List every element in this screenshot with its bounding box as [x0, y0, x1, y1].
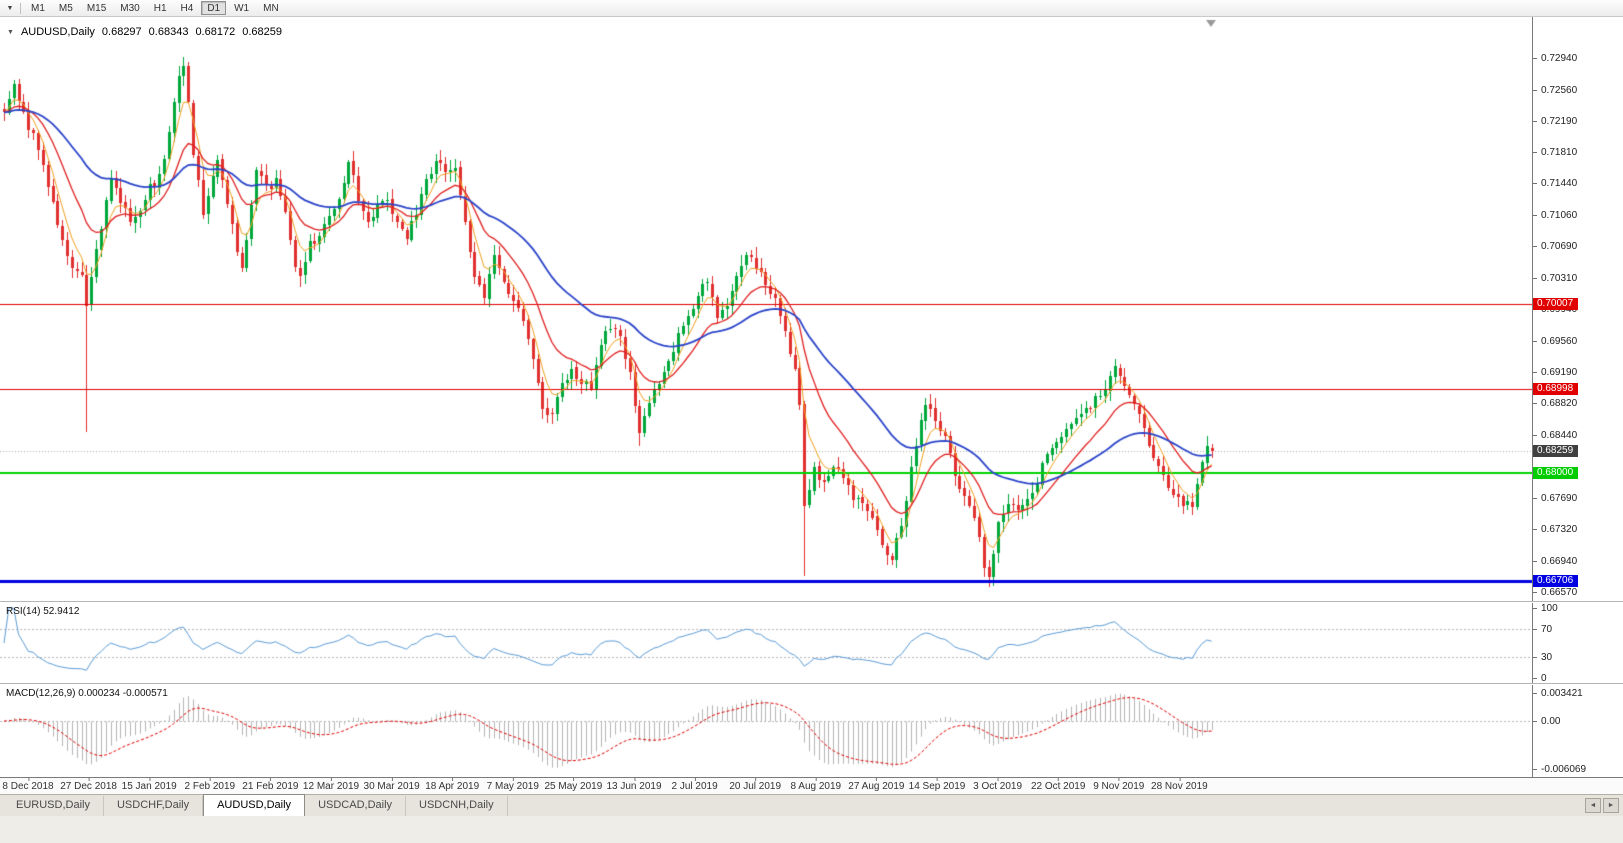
chart-high-value: 0.68343 [148, 26, 189, 38]
timeframe-button-m15[interactable]: M15 [86, 3, 107, 14]
rsi-scale-label: 30 [1532, 652, 1552, 663]
macd-scale-label: -0.006069 [1532, 764, 1586, 775]
price-tick-label: 0.72190 [1532, 116, 1577, 127]
date-label: 3 Oct 2019 [973, 778, 1023, 792]
pane-splitter[interactable] [0, 683, 1623, 685]
price-line-label: 0.70007 [1533, 298, 1579, 311]
main-chart-canvas[interactable] [0, 17, 1532, 601]
timeframe-button-m1[interactable]: M1 [31, 3, 45, 14]
price-line-label: 0.66706 [1533, 575, 1579, 588]
quote-panel-expand-icon[interactable]: ▼ [7, 28, 14, 36]
price-tick-label: 0.72560 [1532, 85, 1577, 96]
price-tick-label: 0.70690 [1532, 241, 1577, 252]
price-tick-label: 0.72940 [1532, 53, 1577, 64]
date-label: 21 Feb 2019 [242, 778, 299, 792]
rsi-scale-label: 100 [1533, 603, 1558, 614]
rsi-scale-label: 70 [1532, 624, 1552, 635]
macd-canvas[interactable] [0, 685, 1532, 777]
chart-open-value: 0.68297 [101, 26, 142, 38]
timeframe-toolbar: ▼ M1 M5 M15 M30 H1 H4 D1 W1 MN [0, 0, 1623, 17]
price-tick-label: 0.66570 [1532, 587, 1577, 598]
timeframe-button-w1[interactable]: W1 [234, 3, 250, 14]
tab-usdcad[interactable]: USDCAD,Daily [305, 796, 407, 816]
chart-low-value: 0.68172 [195, 26, 236, 38]
price-tick-label: 0.71810 [1532, 147, 1577, 158]
date-label: 2 Jul 2019 [671, 778, 718, 792]
rsi-indicator-label: RSI(14) 52.9412 [6, 606, 80, 617]
date-label: 8 Dec 2018 [2, 778, 54, 792]
tab-usdchf[interactable]: USDCHF,Daily [104, 796, 204, 816]
price-line-label: 0.68998 [1533, 382, 1579, 395]
tab-scroll-left-button[interactable]: ◄ [1585, 798, 1601, 813]
date-label: 13 Jun 2019 [606, 778, 662, 792]
pane-splitter[interactable] [0, 601, 1623, 603]
price-tick-label: 0.71060 [1532, 210, 1577, 221]
price-tick-label: 0.69190 [1532, 367, 1577, 378]
toolbar-separator [20, 2, 21, 14]
date-label: 28 Nov 2019 [1151, 778, 1208, 792]
price-tick-label: 0.67690 [1532, 493, 1577, 504]
charts-dropdown-button[interactable]: ▼ [6, 4, 14, 12]
timeframe-button-h4[interactable]: H4 [180, 3, 194, 14]
tab-eurusd[interactable]: EURUSD,Daily [3, 796, 104, 816]
price-tick-label: 0.70310 [1532, 273, 1577, 284]
rsi-scale-label: 0 [1533, 673, 1547, 684]
price-line-label: 0.68259 [1533, 444, 1579, 457]
chart-symbol-label: AUDUSD,Daily [20, 26, 95, 38]
price-scale[interactable]: 0.72940 0.72560 0.72190 0.71810 0.71440 0.710… [1532, 17, 1623, 777]
date-label: 9 Nov 2019 [1093, 778, 1145, 792]
timeframe-button-h1[interactable]: H1 [153, 3, 167, 14]
date-label: 27 Aug 2019 [848, 778, 905, 792]
date-label: 2 Feb 2019 [184, 778, 236, 792]
price-tick-label: 0.71440 [1532, 178, 1577, 189]
chart-title: ▼ AUDUSD,Daily 0.68297 0.68343 0.68172 0… [7, 26, 282, 38]
price-tick-label: 0.68440 [1532, 430, 1577, 441]
price-line-label: 0.68000 [1533, 466, 1579, 479]
date-label: 14 Sep 2019 [908, 778, 966, 792]
price-tick-label: 0.67320 [1532, 524, 1577, 535]
date-label: 27 Dec 2018 [60, 778, 117, 792]
timeframe-button-mn[interactable]: MN [263, 3, 279, 14]
rsi-canvas[interactable] [0, 603, 1532, 683]
date-label: 25 May 2019 [544, 778, 603, 792]
date-label: 22 Oct 2019 [1030, 778, 1086, 792]
date-label: 15 Jan 2019 [121, 778, 177, 792]
date-label: 20 Jul 2019 [729, 778, 782, 792]
tab-scroll-right-button[interactable]: ► [1603, 798, 1619, 813]
symbol-tabbar: EURUSD,Daily USDCHF,Daily AUDUSD,Daily USDC… [0, 794, 1623, 816]
chart-close-value: 0.68259 [242, 26, 282, 38]
date-label: 18 Apr 2019 [425, 778, 480, 792]
timeframe-button-m30[interactable]: M30 [120, 3, 140, 14]
macd-scale-label: 0.003421 [1533, 688, 1583, 699]
timeframe-button-d1[interactable]: D1 [201, 1, 227, 15]
window-bottom-edge [0, 816, 1623, 843]
price-tick-label: 0.68820 [1532, 398, 1577, 409]
price-tick-label: 0.69560 [1532, 336, 1577, 347]
date-label: 7 May 2019 [486, 778, 539, 792]
price-tick-label: 0.66940 [1532, 556, 1577, 567]
tab-scroll-buttons: ◄ ► [1585, 798, 1619, 813]
time-axis[interactable]: 8 Dec 2018 27 Dec 2018 15 Jan 2019 2 Feb 20… [0, 777, 1623, 794]
macd-scale-label: 0.00 [1532, 716, 1560, 727]
timeframe-group: M1 M5 M15 M30 H1 H4 D1 W1 MN [25, 0, 287, 17]
tab-audusd[interactable]: AUDUSD,Daily [203, 794, 306, 816]
date-label: 8 Aug 2019 [790, 778, 842, 792]
tab-usdcnh[interactable]: USDCNH,Daily [406, 796, 508, 816]
date-label: 12 Mar 2019 [302, 778, 360, 792]
timeframe-button-m5[interactable]: M5 [58, 3, 73, 14]
date-label: 30 Mar 2019 [363, 778, 420, 792]
macd-indicator-label: MACD(12,26,9) 0.000234 -0.000571 [6, 688, 168, 699]
